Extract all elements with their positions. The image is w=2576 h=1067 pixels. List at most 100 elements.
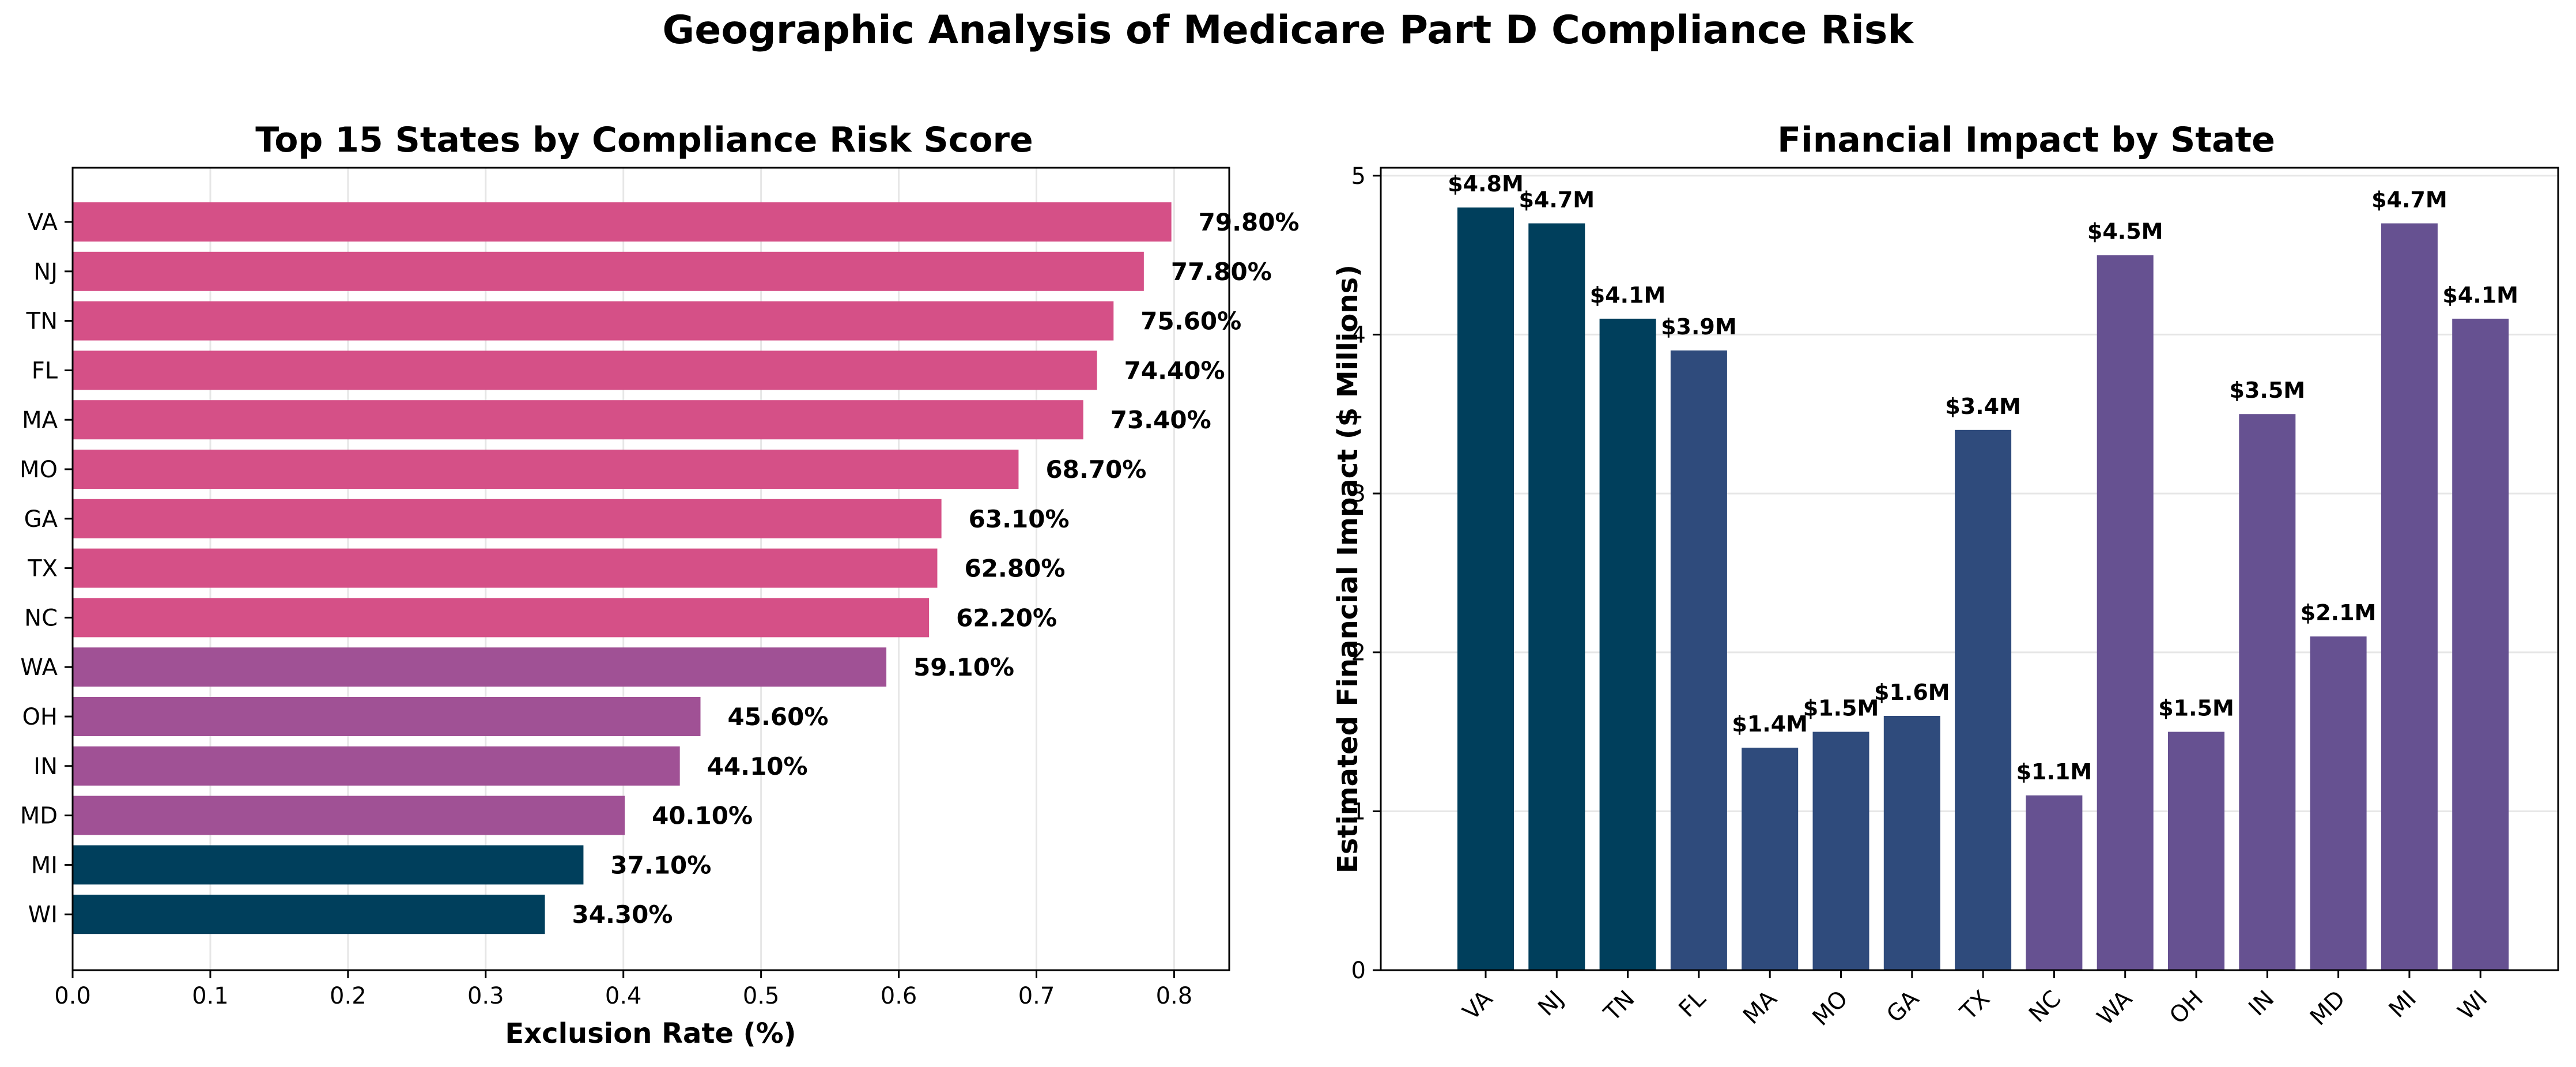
x-tick-label: NJ: [1533, 986, 1569, 1021]
data-label: 34.30%: [572, 900, 673, 929]
x-tick-label: 0.8: [1156, 983, 1193, 1009]
risk-score-chart: Top 15 States by Compliance Risk Score 7…: [20, 120, 1300, 1050]
financial-impact-chart: Financial Impact by State $4.8M$4.7M$4.1…: [1332, 120, 2559, 1031]
x-tick-label: IN: [2243, 986, 2279, 1021]
x-tick-label: NC: [2024, 986, 2066, 1028]
data-label: 68.70%: [1045, 455, 1146, 484]
bar: [73, 598, 930, 638]
data-label: $3.4M: [1945, 394, 2021, 419]
data-label: 62.20%: [956, 604, 1057, 632]
bar: [73, 548, 938, 588]
bar: [73, 647, 887, 687]
y-tick-label: 5: [1351, 163, 1366, 190]
x-tick-label: VA: [1458, 985, 1498, 1025]
x-tick-label: 0.7: [1018, 983, 1055, 1009]
x-tick-label: MD: [2305, 986, 2351, 1031]
risk-chart-bars: [73, 202, 1172, 934]
bar: [1883, 715, 1940, 970]
bar: [73, 350, 1097, 390]
x-tick-label: 0.6: [881, 983, 917, 1009]
bar: [1812, 732, 1869, 970]
impact-chart-bars: [1457, 207, 2509, 971]
risk-chart-x-ticks: 0.0 0.1 0.2 0.3 0.4 0.5 0.6 0.7 0.8: [54, 970, 1192, 1009]
x-tick-label: 0.2: [330, 983, 367, 1009]
risk-chart-x-label: Exclusion Rate (%): [505, 1017, 796, 1050]
bar: [2239, 414, 2296, 970]
bar: [73, 251, 1144, 291]
bar: [73, 499, 942, 538]
data-label: $4.8M: [1448, 171, 1524, 197]
data-label: $1.5M: [1803, 696, 1879, 721]
bar: [73, 845, 584, 885]
x-tick-label: MI: [2384, 986, 2422, 1023]
x-tick-label: 0.3: [467, 983, 504, 1009]
y-tick-label: 1: [1351, 798, 1366, 825]
y-tick-label: 2: [1351, 640, 1366, 666]
data-label: 79.80%: [1199, 208, 1300, 236]
x-tick-label: FL: [1674, 985, 1711, 1023]
bar: [73, 450, 1019, 489]
data-label: $4.1M: [2442, 282, 2518, 308]
y-tick-label: 4: [1351, 322, 1366, 348]
x-tick-label: WI: [2453, 986, 2492, 1025]
data-label: $4.1M: [1590, 282, 1666, 308]
y-tick-label: TN: [26, 308, 58, 335]
y-tick-label: MI: [31, 852, 58, 879]
bar: [1599, 318, 1656, 971]
impact-chart-x-ticks: VA NJ TN FL MA MO GA TX NC WA OH IN MD MI WI: [1458, 970, 2492, 1031]
x-tick-label: WA: [2092, 985, 2137, 1031]
y-tick-label: WA: [20, 654, 58, 681]
bar: [2026, 795, 2083, 970]
y-tick-label: WI: [28, 902, 58, 928]
y-tick-label: TX: [27, 556, 58, 582]
x-tick-label: 0.5: [743, 983, 780, 1009]
bar: [1955, 429, 2012, 970]
bar: [2097, 255, 2154, 970]
impact-chart-y-ticks: 0 1 2 3 4 5: [1351, 163, 1381, 984]
y-tick-label: IN: [33, 753, 58, 780]
bar: [1670, 350, 1727, 970]
x-tick-label: TX: [1955, 986, 1995, 1026]
data-label: $4.5M: [2087, 219, 2163, 244]
bar: [1457, 207, 1514, 970]
bar: [73, 301, 1114, 341]
bar: [73, 795, 625, 835]
data-label: $3.5M: [2230, 378, 2306, 403]
bar: [73, 697, 701, 736]
data-label: $1.5M: [2158, 696, 2234, 721]
data-label: $1.4M: [1732, 711, 1808, 737]
bar: [73, 746, 680, 786]
data-label: $1.6M: [1874, 680, 1950, 705]
bar: [2168, 732, 2224, 970]
data-label: $4.7M: [1519, 187, 1595, 212]
data-label: 37.10%: [610, 851, 711, 879]
bar: [2452, 318, 2509, 971]
data-label: 77.80%: [1171, 258, 1272, 286]
data-label: 75.60%: [1140, 307, 1241, 335]
data-label: $4.7M: [2371, 187, 2447, 212]
figure-title: Geographic Analysis of Medicare Part D C…: [662, 7, 1914, 53]
y-tick-label: GA: [24, 506, 58, 533]
impact-chart-data-labels: $4.8M$4.7M$4.1M$3.9M$1.4M$1.5M$1.6M$3.4M…: [1448, 171, 2518, 785]
risk-chart-data-labels: 79.80% 77.80% 75.60% 74.40% 73.40% 68.70% 63.1…: [572, 208, 1300, 929]
impact-chart-frame: [1380, 167, 2559, 971]
bar: [1528, 223, 1585, 971]
y-tick-label: MD: [20, 803, 58, 830]
risk-chart-title: Top 15 States by Compliance Risk Score: [255, 120, 1033, 160]
y-tick-label: OH: [22, 704, 58, 730]
bar: [73, 202, 1172, 242]
x-tick-label: 0.0: [54, 983, 91, 1009]
x-tick-label: MA: [1738, 985, 1782, 1030]
data-label: 73.40%: [1111, 406, 1211, 434]
data-label: 44.10%: [707, 752, 808, 781]
data-label: 62.80%: [964, 555, 1065, 583]
x-tick-label: 0.1: [192, 983, 229, 1009]
y-tick-label: 0: [1351, 957, 1366, 984]
bar: [73, 400, 1083, 440]
data-label: 74.40%: [1124, 356, 1225, 384]
data-label: $3.9M: [1661, 314, 1737, 340]
y-tick-label: 3: [1351, 481, 1366, 507]
y-tick-label: VA: [28, 209, 58, 236]
data-label: 45.60%: [728, 703, 829, 731]
